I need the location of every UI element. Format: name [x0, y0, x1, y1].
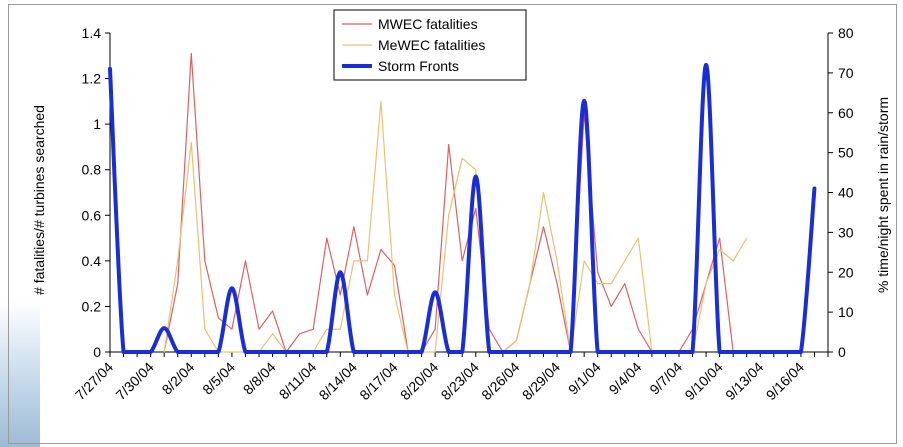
y-tick-label-right: 60 — [838, 105, 854, 121]
x-tick-label: 8/17/04 — [356, 359, 400, 403]
y-tick-label-right: 20 — [838, 264, 854, 280]
x-tick-label: 8/2/04 — [159, 359, 198, 398]
x-tick-label: 9/1/04 — [565, 359, 604, 398]
y-tick-label-right: 50 — [838, 145, 854, 161]
x-tick-label: 8/14/04 — [316, 359, 360, 403]
legend-entry: Storm Fronts — [378, 58, 459, 74]
y-tick-label-left: 1.2 — [82, 71, 102, 87]
y-axis-label-left: # fatalities/# turbines searched — [31, 105, 47, 295]
x-tick-label: 9/10/04 — [681, 359, 725, 403]
x-tick-label: 8/29/04 — [519, 359, 563, 403]
x-tick-label: 7/30/04 — [112, 359, 156, 403]
series-line-mewec-fatalities — [163, 100, 748, 353]
y-tick-label-left: 1 — [93, 116, 101, 132]
legend: MWEC fatalities MeWEC fatalities Storm Fro… — [333, 9, 527, 81]
y-tick-label-left: 0.8 — [82, 162, 102, 178]
background-decoration — [0, 300, 40, 447]
legend-entry: MWEC fatalities — [378, 16, 478, 32]
x-tick-label: 9/7/04 — [646, 359, 685, 398]
series-line-storm-fronts — [108, 62, 817, 354]
x-tick-label: 7/27/04 — [72, 359, 116, 403]
chart-frame — [8, 4, 897, 444]
y-tick-label-right: 80 — [838, 25, 854, 41]
x-tick-label: 8/11/04 — [276, 359, 320, 403]
series-line-mwec-fatalities — [163, 52, 734, 353]
x-tick-label: 8/26/04 — [478, 359, 522, 403]
legend-entry: MeWEC fatalities — [378, 37, 485, 53]
x-tick-label: 8/8/04 — [240, 359, 279, 398]
x-tick-label: 8/5/04 — [199, 359, 238, 398]
series-lines — [108, 52, 817, 354]
y-tick-label-right: 30 — [838, 224, 854, 240]
x-tick-label: 8/20/04 — [397, 359, 441, 403]
x-tick-label: 8/23/04 — [438, 359, 482, 403]
y-tick-label-left: 0.2 — [82, 298, 102, 314]
y-tick-label-right: 10 — [838, 304, 854, 320]
y-tick-label-right: 0 — [838, 344, 846, 360]
y-tick-label-left: 0 — [93, 344, 101, 360]
y-tick-label-left: 1.4 — [82, 25, 102, 41]
x-tick-label: 9/13/04 — [722, 359, 766, 403]
y-tick-label-right: 70 — [838, 65, 854, 81]
axes-group: 0 0.2 0.4 0.6 0.8 1 1.2 1.4 0 10 20 30 40 50 60 70 80 — [82, 25, 854, 360]
y-tick-label-left: 0.6 — [82, 207, 102, 223]
x-tick-label: 9/16/04 — [763, 359, 807, 403]
y-tick-label-left: 0.4 — [82, 253, 102, 269]
x-tick-label: 9/4/04 — [606, 359, 645, 398]
y-tick-label-right: 40 — [838, 185, 854, 201]
y-axis-label-right: % time/night spent in rain/storm — [875, 97, 891, 293]
x-tick-labels: 7/27/047/30/04 8/2/04 8/5/04 8/8/048/11/048… — [72, 359, 807, 403]
